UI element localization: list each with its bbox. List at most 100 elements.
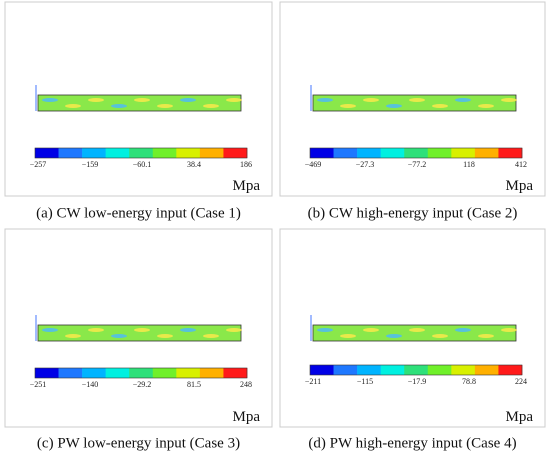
scale-label: −77.2: [408, 160, 427, 169]
caption: (d) PW high-energy input (Case 4): [308, 435, 516, 451]
color-scale-segment: [474, 365, 499, 375]
color-scale-segment: [223, 368, 248, 378]
color-scale-segment: [105, 148, 130, 158]
color-scale-segment: [404, 365, 429, 375]
scale-label: −115: [357, 377, 373, 386]
scale-label: −29.2: [133, 380, 152, 389]
stress-spot: [432, 334, 448, 338]
scale-label: 248: [240, 380, 252, 389]
color-scale-segment: [474, 148, 499, 158]
color-scale-segment: [35, 368, 59, 378]
panel: −211 −115 −17.9 78.8 224 Mpa: [279, 228, 546, 428]
stress-spot: [386, 334, 402, 338]
caption: (b) CW high-energy input (Case 2): [308, 205, 518, 221]
unit-label: Mpa: [506, 409, 534, 425]
scale-label: 118: [463, 160, 475, 169]
color-scale-segment: [199, 368, 224, 378]
color-scale-segment: [427, 365, 452, 375]
scale-label: 81.5: [187, 380, 201, 389]
stress-spot: [157, 104, 173, 108]
scale-label: −257: [30, 160, 47, 169]
stress-spot: [134, 98, 150, 102]
stress-spot: [111, 334, 127, 338]
stress-spot: [409, 98, 425, 102]
color-scale-segment: [357, 365, 381, 375]
color-scale-segment: [35, 148, 59, 158]
scale-label: −211: [305, 377, 321, 386]
beam: [37, 324, 242, 342]
color-scale-segment: [58, 148, 83, 158]
beam: [37, 94, 242, 112]
scale-label: 78.8: [462, 377, 476, 386]
color-scale-segment: [82, 148, 106, 158]
color-scale-frame: [309, 364, 523, 376]
caption: (a) CW low-energy input (Case 1): [36, 205, 241, 221]
color-scale-segment: [380, 148, 405, 158]
stress-spot: [180, 328, 196, 332]
color-scale-segment: [427, 148, 452, 158]
stress-spot: [180, 98, 196, 102]
stress-spot: [88, 328, 104, 332]
stress-spot: [409, 328, 425, 332]
color-scale-segment: [333, 148, 358, 158]
color-scale-frame: [34, 367, 248, 379]
color-scale-segment: [498, 148, 523, 158]
stress-spot: [455, 98, 471, 102]
stress-spot: [65, 334, 81, 338]
scale-label: −17.9: [408, 377, 427, 386]
stress-spot: [340, 104, 356, 108]
stress-spot: [203, 334, 219, 338]
scale-label: −140: [82, 380, 99, 389]
beam: [312, 324, 517, 342]
panel: −469 −27.3 −77.2 118 412 Mpa: [279, 1, 546, 197]
color-scale-segment: [152, 368, 177, 378]
scale-label: −159: [82, 160, 99, 169]
stress-spot: [501, 328, 517, 332]
stress-spot: [386, 104, 402, 108]
scale-label: 224: [515, 377, 527, 386]
color-scale-segment: [451, 148, 476, 158]
stress-spot: [455, 328, 471, 332]
color-scale-segment: [82, 368, 106, 378]
scale-label: −27.3: [356, 160, 375, 169]
stress-spot: [363, 98, 379, 102]
color-scale-segment: [58, 368, 83, 378]
scale-label: 186: [240, 160, 252, 169]
color-scale-segment: [333, 365, 358, 375]
stress-spot: [317, 98, 333, 102]
unit-label: Mpa: [233, 178, 261, 194]
stress-spot: [432, 104, 448, 108]
scale-label: 38.4: [187, 160, 201, 169]
color-scale-segment: [176, 368, 201, 378]
stress-spot: [340, 334, 356, 338]
color-scale-segment: [357, 148, 381, 158]
color-scale-segment: [223, 148, 248, 158]
color-scale-segment: [380, 365, 405, 375]
color-scale-segment: [451, 365, 476, 375]
scale-label: 412: [515, 160, 527, 169]
stress-spot: [226, 328, 242, 332]
stress-spot: [88, 98, 104, 102]
color-scale-segment: [176, 148, 201, 158]
stress-spot: [317, 328, 333, 332]
color-scale-segment: [129, 368, 154, 378]
scale-label: −60.1: [133, 160, 152, 169]
color-scale-segment: [199, 148, 224, 158]
color-scale-segment: [310, 365, 334, 375]
color-scale-segment: [310, 148, 334, 158]
color-scale-segment: [152, 148, 177, 158]
unit-label: Mpa: [233, 409, 261, 425]
panel: −257 −159 −60.1 38.4 186 Mpa: [4, 1, 273, 197]
scale-label: −251: [30, 380, 47, 389]
stress-spot: [111, 104, 127, 108]
color-scale-segment: [404, 148, 429, 158]
color-scale-frame: [309, 147, 523, 159]
color-scale-segment: [129, 148, 154, 158]
color-scale-segment: [498, 365, 523, 375]
caption: (c) PW low-energy input (Case 3): [37, 435, 240, 451]
stress-spot: [501, 98, 517, 102]
panel: −251 −140 −29.2 81.5 248 Mpa: [4, 228, 273, 428]
color-scale-frame: [34, 147, 248, 159]
stress-spot: [42, 328, 58, 332]
scale-label: −469: [305, 160, 322, 169]
